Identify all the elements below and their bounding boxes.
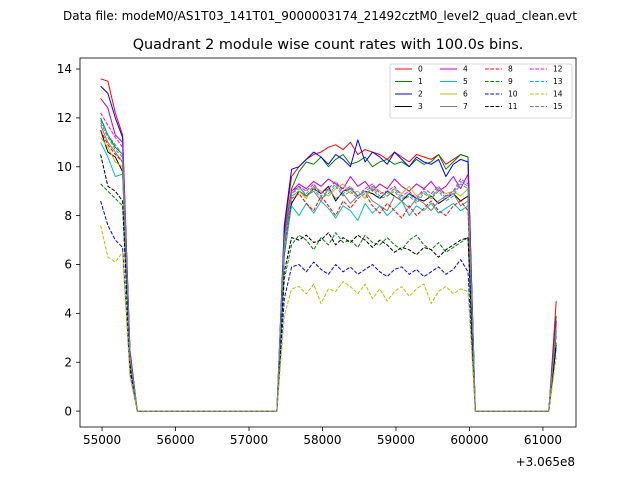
y-tick-label-2: 2 bbox=[64, 355, 72, 369]
legend-label-0: 0 bbox=[418, 65, 423, 74]
series-line-10 bbox=[100, 200, 557, 412]
legend-label-5: 5 bbox=[463, 77, 468, 86]
legend-label-9: 9 bbox=[508, 77, 513, 86]
y-axis-ticks: 0 2 4 6 8 10 12 14 bbox=[57, 62, 80, 418]
chart-title: Quadrant 2 module wise count rates with … bbox=[133, 37, 524, 53]
legend-label-8: 8 bbox=[508, 65, 513, 74]
legend-label-13: 13 bbox=[553, 77, 563, 86]
y-tick-label-10: 10 bbox=[57, 160, 72, 174]
legend-label-3: 3 bbox=[418, 102, 423, 111]
x-axis-offset-label: +3.065e8 bbox=[516, 455, 575, 469]
x-tick-label-59000: 59000 bbox=[377, 433, 415, 447]
x-tick-label-56000: 56000 bbox=[156, 433, 194, 447]
legend-label-1: 1 bbox=[418, 77, 423, 86]
x-axis-ticks: 55000 56000 57000 58000 59000 60000 61000 bbox=[83, 427, 562, 447]
y-tick-label-4: 4 bbox=[64, 307, 72, 321]
y-tick-label-12: 12 bbox=[57, 111, 72, 125]
y-tick-label-6: 6 bbox=[64, 258, 72, 272]
plot-frame bbox=[79, 57, 577, 428]
series-line-14 bbox=[100, 225, 557, 412]
series-line-11 bbox=[100, 154, 557, 412]
x-tick-label-60000: 60000 bbox=[450, 433, 488, 447]
series-line-15 bbox=[100, 122, 557, 412]
x-tick-label-57000: 57000 bbox=[230, 433, 268, 447]
legend-label-2: 2 bbox=[418, 90, 423, 99]
x-tick-label-61000: 61000 bbox=[524, 433, 562, 447]
x-tick-label-55000: 55000 bbox=[83, 433, 121, 447]
legend-label-7: 7 bbox=[463, 102, 468, 111]
y-tick-label-8: 8 bbox=[64, 209, 72, 223]
figure-suptitle: Data file: modeM0/AS1T03_141T01_90000031… bbox=[63, 9, 577, 23]
legend-label-10: 10 bbox=[508, 90, 518, 99]
legend-label-12: 12 bbox=[553, 65, 563, 74]
y-tick-label-0: 0 bbox=[64, 404, 72, 418]
x-tick-label-58000: 58000 bbox=[303, 433, 341, 447]
plot-area: 55000 56000 57000 58000 59000 60000 61000 0 2 4 6 8… bbox=[57, 57, 577, 447]
legend-label-14: 14 bbox=[553, 90, 563, 99]
legend-box bbox=[389, 63, 573, 119]
y-tick-label-14: 14 bbox=[57, 62, 72, 76]
legend-label-6: 6 bbox=[463, 90, 468, 99]
series-lines bbox=[100, 78, 557, 412]
legend-label-4: 4 bbox=[463, 65, 468, 74]
legend-label-15: 15 bbox=[553, 102, 563, 111]
legend-label-11: 11 bbox=[508, 102, 518, 111]
